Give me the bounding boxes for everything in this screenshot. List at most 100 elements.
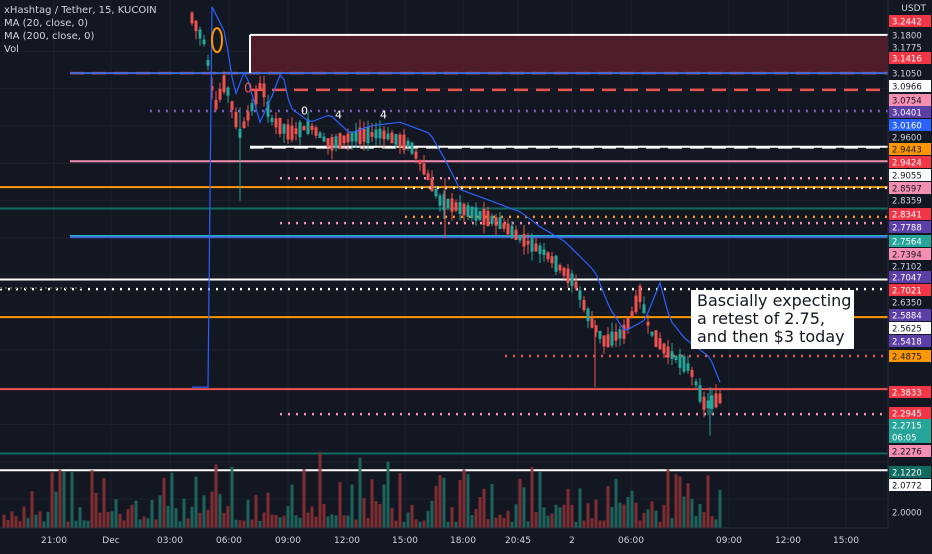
price-tag[interactable] — [889, 322, 931, 334]
candle[interactable] — [202, 39, 206, 45]
candle[interactable] — [562, 267, 566, 276]
candle[interactable] — [682, 356, 686, 372]
candle[interactable] — [430, 178, 434, 192]
price-tag[interactable] — [889, 235, 931, 247]
candle[interactable] — [642, 304, 646, 314]
candle[interactable] — [206, 59, 210, 66]
candle[interactable] — [622, 324, 626, 339]
candle[interactable] — [710, 395, 714, 410]
candle[interactable] — [254, 89, 258, 105]
candle[interactable] — [534, 243, 538, 252]
candle[interactable] — [554, 255, 558, 272]
candle[interactable] — [658, 338, 662, 350]
price-tag[interactable] — [889, 248, 931, 260]
candle[interactable] — [518, 235, 522, 241]
candle[interactable] — [386, 133, 390, 140]
price-tag[interactable] — [889, 119, 931, 131]
candle[interactable] — [334, 136, 338, 149]
candle[interactable] — [538, 245, 542, 255]
candle[interactable] — [498, 217, 502, 229]
candle[interactable] — [198, 29, 202, 39]
ma200-indicator-label[interactable]: MA (200, close, 0) — [4, 31, 95, 42]
candle[interactable] — [494, 217, 498, 226]
candle[interactable] — [686, 363, 690, 371]
candle[interactable] — [454, 202, 458, 211]
candle[interactable] — [314, 127, 318, 136]
candle[interactable] — [234, 111, 238, 128]
candle[interactable] — [250, 103, 254, 112]
candle[interactable] — [614, 331, 618, 341]
candle[interactable] — [290, 125, 294, 140]
candle[interactable] — [330, 137, 334, 151]
candle[interactable] — [462, 203, 466, 216]
candle[interactable] — [326, 138, 330, 148]
candle[interactable] — [366, 126, 370, 144]
candle[interactable] — [586, 308, 590, 322]
candle[interactable] — [570, 273, 574, 286]
candle[interactable] — [346, 133, 350, 143]
candle[interactable] — [506, 223, 510, 235]
candle[interactable] — [194, 20, 198, 32]
candle[interactable] — [338, 133, 342, 149]
candle[interactable] — [698, 385, 702, 402]
candle[interactable] — [190, 12, 194, 24]
candle[interactable] — [502, 223, 506, 229]
candle[interactable] — [318, 132, 322, 139]
candle[interactable] — [450, 198, 454, 212]
candle[interactable] — [434, 188, 438, 197]
candle[interactable] — [458, 202, 462, 214]
volume-indicator-label[interactable]: Vol — [4, 44, 19, 55]
candle[interactable] — [246, 111, 250, 121]
candle[interactable] — [662, 343, 666, 354]
price-tag[interactable] — [889, 52, 931, 64]
candle[interactable] — [222, 75, 226, 93]
symbol-title[interactable]: xHashtag / Tether, 15, KUCOIN — [4, 5, 157, 16]
candle[interactable] — [702, 396, 706, 410]
candle[interactable] — [678, 354, 682, 368]
price-tag[interactable] — [889, 445, 931, 457]
candle[interactable] — [618, 329, 622, 339]
candle[interactable] — [714, 393, 718, 408]
candle[interactable] — [526, 240, 530, 245]
candle[interactable] — [530, 238, 534, 252]
candle[interactable] — [398, 134, 402, 148]
candle[interactable] — [674, 356, 678, 360]
price-tag[interactable] — [889, 309, 931, 321]
candle[interactable] — [522, 234, 526, 247]
candle[interactable] — [406, 140, 410, 147]
candle[interactable] — [258, 82, 262, 90]
candle[interactable] — [274, 118, 278, 128]
candle[interactable] — [426, 173, 430, 181]
candle[interactable] — [690, 369, 694, 377]
candle[interactable] — [302, 126, 306, 131]
candle[interactable] — [578, 290, 582, 300]
candle[interactable] — [226, 87, 230, 96]
candle[interactable] — [630, 311, 634, 317]
price-tag[interactable] — [889, 143, 931, 155]
candle[interactable] — [362, 128, 366, 142]
candle[interactable] — [446, 198, 450, 209]
candle[interactable] — [486, 210, 490, 226]
candle[interactable] — [706, 400, 710, 409]
candle[interactable] — [262, 83, 266, 98]
candle[interactable] — [358, 127, 362, 145]
candle[interactable] — [278, 117, 282, 135]
candle[interactable] — [410, 142, 414, 154]
candle[interactable] — [610, 331, 614, 346]
candle[interactable] — [282, 124, 286, 134]
candle[interactable] — [294, 128, 298, 135]
candle[interactable] — [374, 129, 378, 139]
candle[interactable] — [634, 295, 638, 313]
candle[interactable] — [438, 195, 442, 206]
candle[interactable] — [478, 211, 482, 220]
price-tag[interactable] — [889, 407, 931, 419]
candle[interactable] — [582, 299, 586, 311]
candle[interactable] — [590, 318, 594, 328]
candle[interactable] — [350, 132, 354, 142]
candle[interactable] — [718, 393, 722, 404]
time-axis[interactable] — [0, 528, 932, 550]
candle[interactable] — [390, 132, 394, 144]
price-tag[interactable] — [889, 335, 931, 347]
